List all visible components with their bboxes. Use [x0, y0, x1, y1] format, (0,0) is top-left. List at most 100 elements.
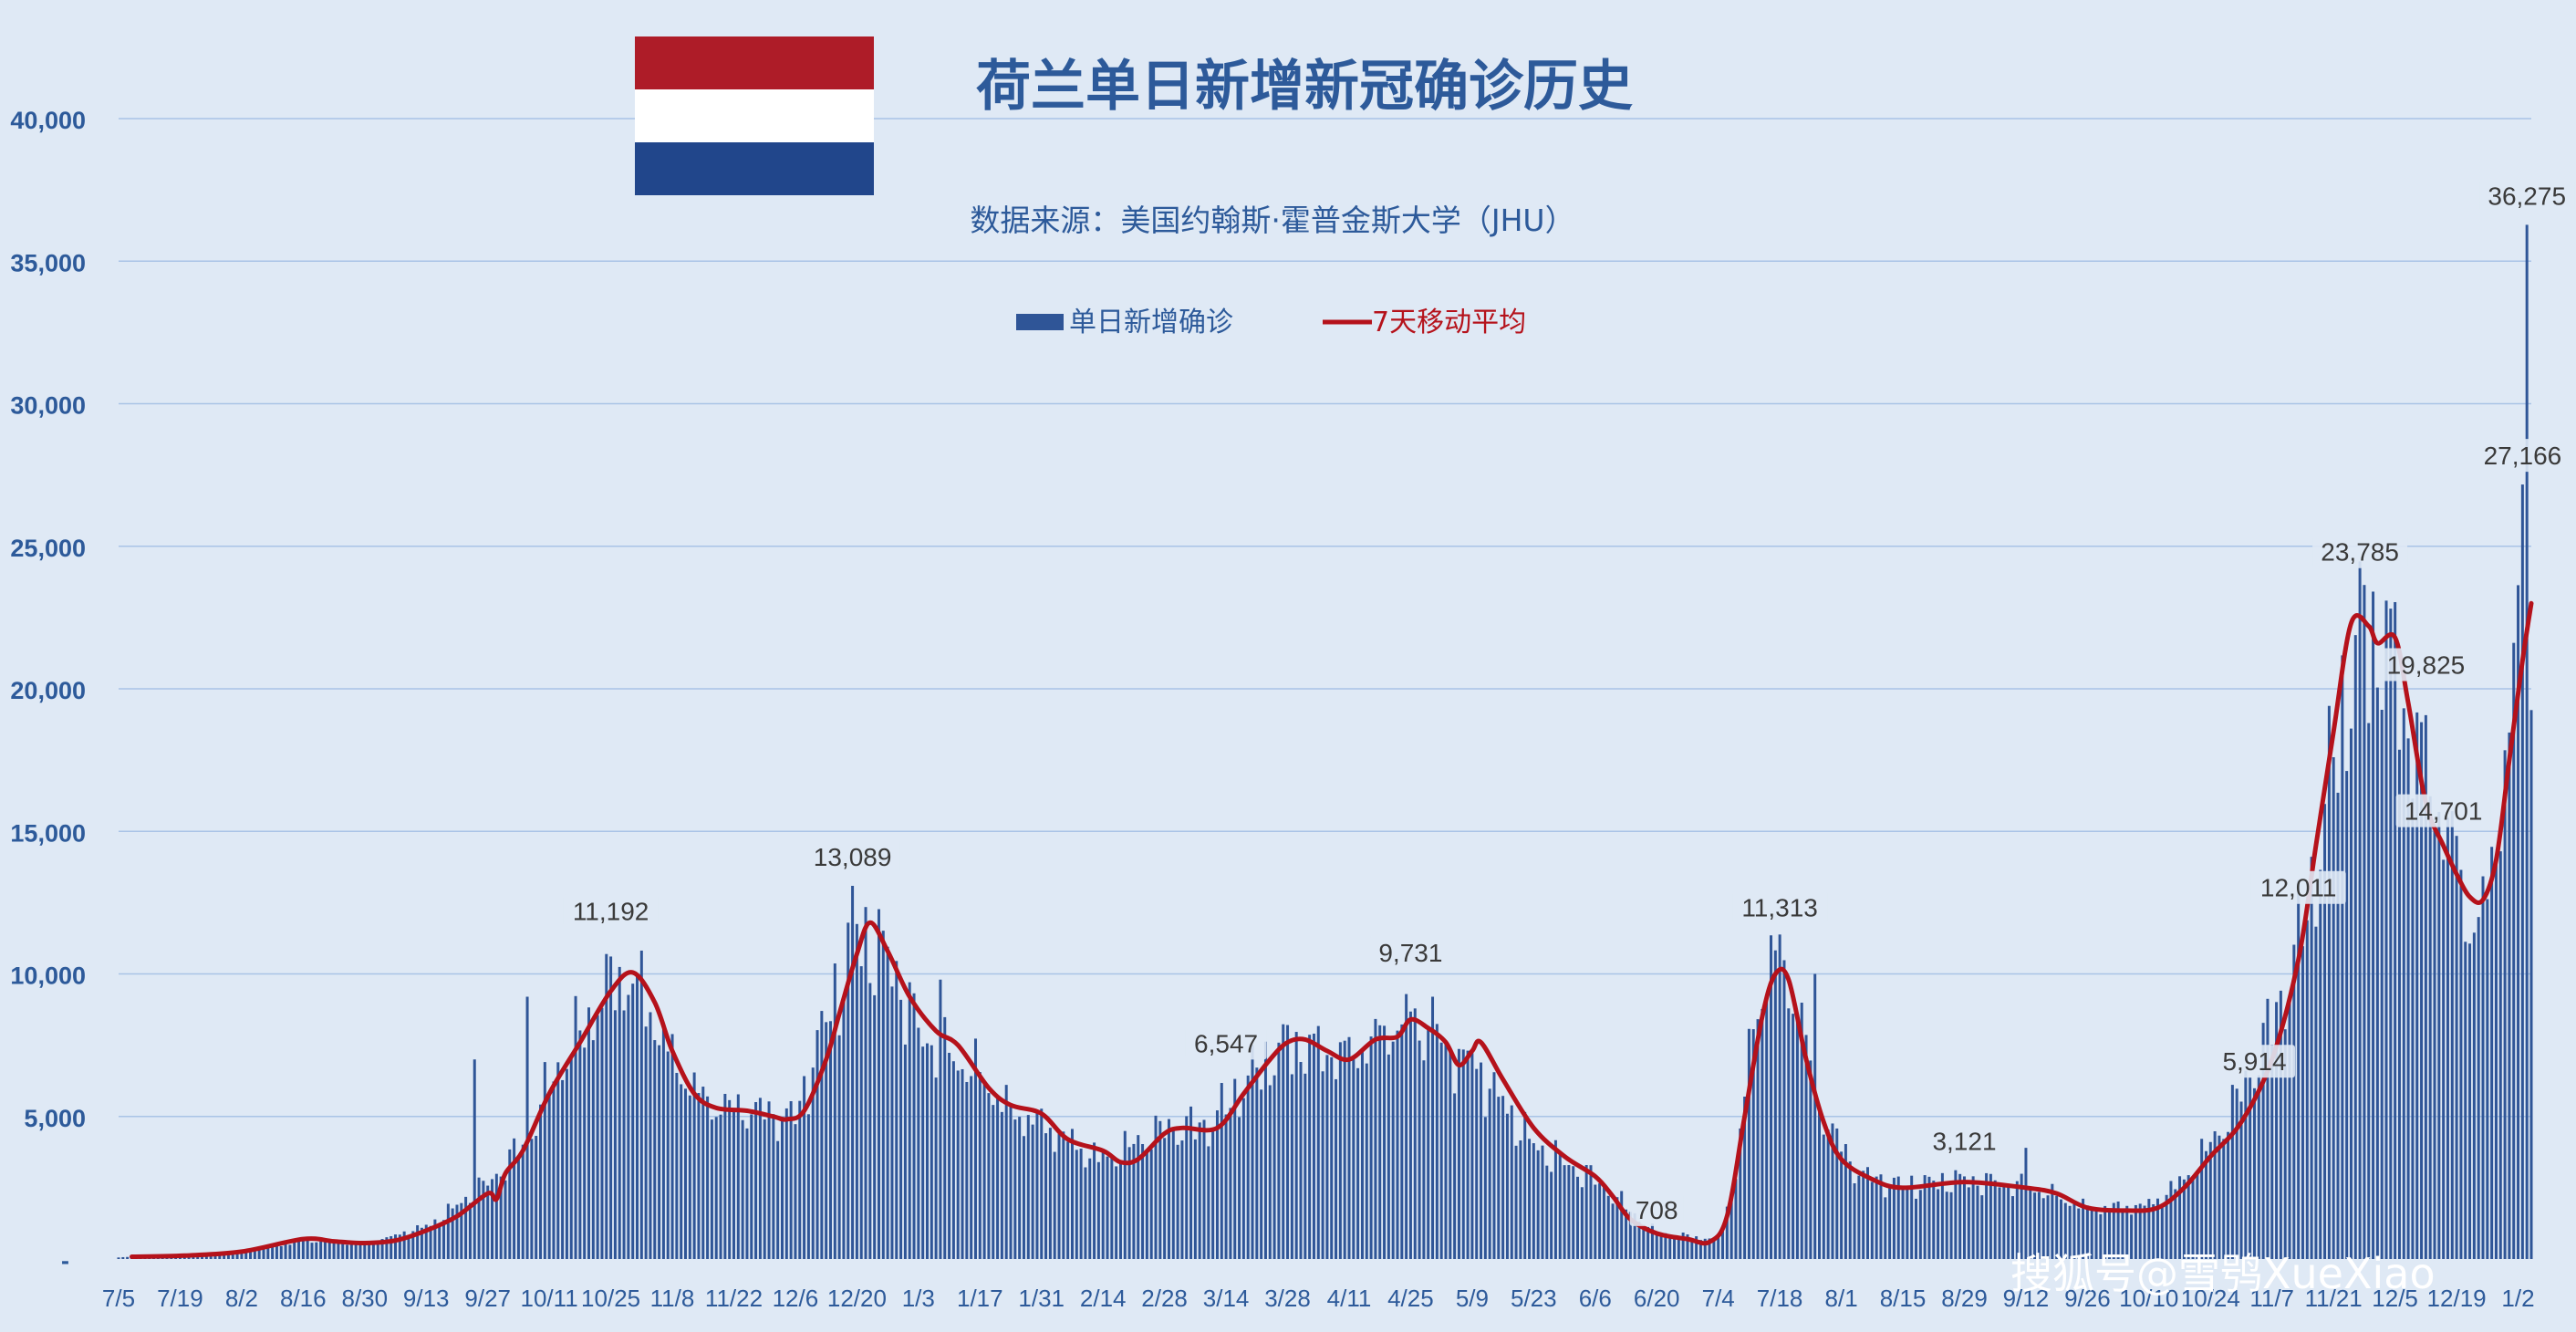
x-tick-label: 12/19	[2427, 1285, 2487, 1312]
daily-bar	[803, 1076, 806, 1259]
daily-bar	[491, 1179, 494, 1259]
daily-bar	[266, 1245, 270, 1259]
daily-bar	[240, 1250, 244, 1259]
daily-bar	[1079, 1149, 1083, 1259]
daily-bar	[2349, 728, 2353, 1259]
daily-bar	[2222, 1139, 2226, 1259]
daily-bar	[1918, 1190, 1922, 1259]
data-label: 23,785	[2321, 538, 2399, 567]
daily-bar	[1466, 1050, 1470, 1259]
daily-bar	[2112, 1202, 2115, 1259]
daily-bar	[354, 1243, 358, 1259]
daily-bar	[1251, 1045, 1254, 1259]
daily-bar	[763, 1119, 766, 1259]
daily-bar	[2353, 635, 2357, 1259]
daily-bar	[2196, 1170, 2199, 1259]
daily-bar	[2143, 1205, 2146, 1259]
daily-bar	[1906, 1188, 1909, 1259]
daily-bar	[516, 1157, 520, 1259]
daily-bar	[1729, 1196, 1733, 1259]
daily-bar	[741, 1119, 744, 1259]
daily-bar	[2155, 1198, 2159, 1259]
daily-bar	[2257, 1075, 2260, 1259]
daily-bar	[433, 1219, 437, 1259]
daily-bar	[1896, 1176, 1900, 1259]
daily-bar	[271, 1244, 275, 1259]
data-label-bg	[2378, 648, 2474, 682]
daily-bar	[2085, 1205, 2089, 1259]
daily-bar	[2279, 990, 2282, 1259]
data-label: 3,121	[1932, 1128, 1996, 1156]
daily-bar	[1096, 1161, 1100, 1259]
daily-bar	[2428, 796, 2432, 1259]
daily-bar	[1457, 1048, 1460, 1259]
daily-bar	[473, 1059, 476, 1259]
daily-bar	[1637, 1222, 1641, 1259]
daily-bar	[1584, 1165, 1588, 1259]
daily-bar	[1958, 1173, 1962, 1259]
daily-bar	[1558, 1153, 1562, 1259]
daily-bar	[1483, 1117, 1487, 1259]
daily-bar	[1480, 1062, 1483, 1259]
daily-bar	[605, 953, 608, 1259]
daily-bar	[973, 1038, 977, 1259]
data-label-bg	[1185, 1026, 1267, 1060]
daily-bar	[1809, 1060, 1813, 1259]
daily-bar	[772, 1114, 775, 1259]
daily-bar	[1475, 1068, 1479, 1259]
daily-bar	[363, 1243, 367, 1259]
x-tick-label: 8/1	[1825, 1285, 1858, 1312]
daily-bar	[1998, 1187, 2001, 1259]
x-tick-label: 11/22	[705, 1285, 763, 1312]
daily-bar	[1290, 1074, 1293, 1259]
data-label: 27,166	[2484, 442, 2562, 470]
daily-bar	[2375, 687, 2379, 1259]
daily-bar	[925, 1043, 929, 1259]
daily-bar	[1602, 1187, 1605, 1259]
daily-bar	[596, 1015, 599, 1259]
daily-bar	[1840, 1151, 1844, 1259]
daily-bar	[811, 1067, 815, 1259]
daily-bar	[1439, 1042, 1443, 1259]
daily-bar	[380, 1239, 384, 1259]
daily-bar	[2512, 642, 2516, 1259]
daily-bar	[2494, 863, 2498, 1259]
daily-bar	[600, 1007, 604, 1259]
daily-bar	[323, 1242, 327, 1259]
daily-bar	[2415, 712, 2419, 1259]
daily-bar	[1431, 996, 1435, 1259]
data-label-bg	[1369, 935, 1451, 969]
daily-bar	[1580, 1187, 1584, 1259]
daily-bar	[684, 1088, 687, 1259]
y-tick-label: 40,000	[10, 107, 86, 134]
daily-bar	[411, 1231, 415, 1259]
daily-bar	[1739, 1128, 1742, 1259]
daily-bar	[1241, 1098, 1245, 1259]
daily-bar	[649, 1012, 652, 1259]
daily-bar	[398, 1234, 401, 1259]
daily-bar	[1932, 1181, 1936, 1259]
daily-bar	[1734, 1179, 1738, 1259]
daily-bar	[1510, 1105, 1513, 1259]
daily-bar	[921, 1046, 925, 1259]
daily-bar	[2345, 771, 2349, 1259]
daily-bar	[1304, 1073, 1307, 1259]
daily-bar	[1550, 1171, 1553, 1259]
daily-bar	[1413, 1008, 1417, 1259]
daily-bar	[2384, 600, 2388, 1259]
daily-bar	[1053, 1151, 1056, 1259]
daily-bar	[543, 1062, 546, 1259]
daily-bar	[1035, 1112, 1039, 1259]
daily-bar	[2174, 1189, 2177, 1259]
daily-bar	[525, 996, 529, 1259]
daily-bar	[346, 1244, 349, 1259]
flag-white-stripe	[635, 89, 874, 142]
y-tick-label: -	[61, 1247, 69, 1275]
data-label-bg	[1629, 1192, 1684, 1226]
daily-bar	[429, 1225, 432, 1259]
daily-bar	[1563, 1165, 1566, 1259]
daily-bar	[1625, 1209, 1628, 1259]
daily-bar	[2186, 1175, 2190, 1259]
daily-bar	[1870, 1181, 1874, 1259]
